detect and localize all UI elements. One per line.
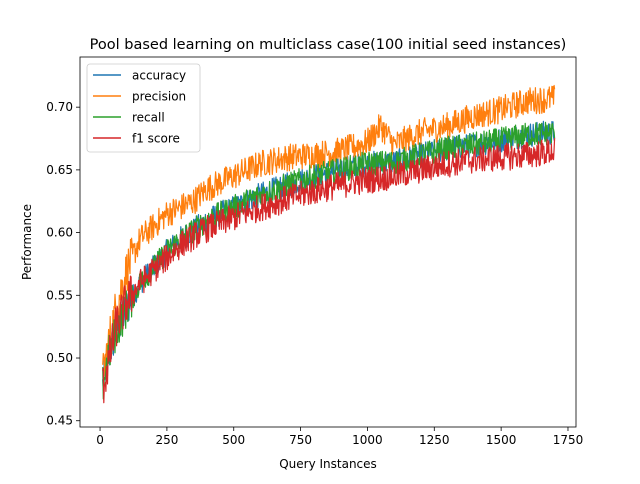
chart-title: Pool based learning on multiclass case(1… [90,37,567,53]
plot-frame [79,56,577,428]
x-tick-label: 500 [222,433,245,447]
x-tick-label: 0 [96,433,104,447]
legend-label: recall [132,111,165,125]
series-line-f1-score [102,138,556,404]
legend-box [86,63,201,153]
x-tick-label: 1500 [486,433,517,447]
legend-label: precision [132,90,186,104]
y-axis-label: Performance [20,204,34,280]
legend-label: accuracy [132,69,186,83]
series-layer [102,84,556,404]
series-line-recall [102,121,556,400]
y-tick-label: 0.70 [46,100,73,114]
x-tick-label: 250 [155,433,178,447]
x-tick-label: 1250 [419,433,450,447]
legend: accuracy precision recall f1 score [86,63,201,153]
series-line-precision [102,84,556,377]
y-tick-label: 0.45 [46,414,73,428]
x-tick-label: 1750 [553,433,584,447]
legend-label: f1 score [132,132,180,146]
y-tick-label: 0.50 [46,351,73,365]
y-tick-label: 0.55 [46,288,73,302]
y-axis: 0.45 0.50 0.55 0.60 0.65 0.70 [46,100,80,428]
x-axis: 0 250 500 750 1000 1250 1500 1750 [96,427,583,447]
x-tick-label: 750 [289,433,312,447]
y-tick-label: 0.60 [46,226,73,240]
y-tick-label: 0.65 [46,163,73,177]
x-tick-label: 1000 [352,433,383,447]
x-axis-label: Query Instances [279,457,377,471]
